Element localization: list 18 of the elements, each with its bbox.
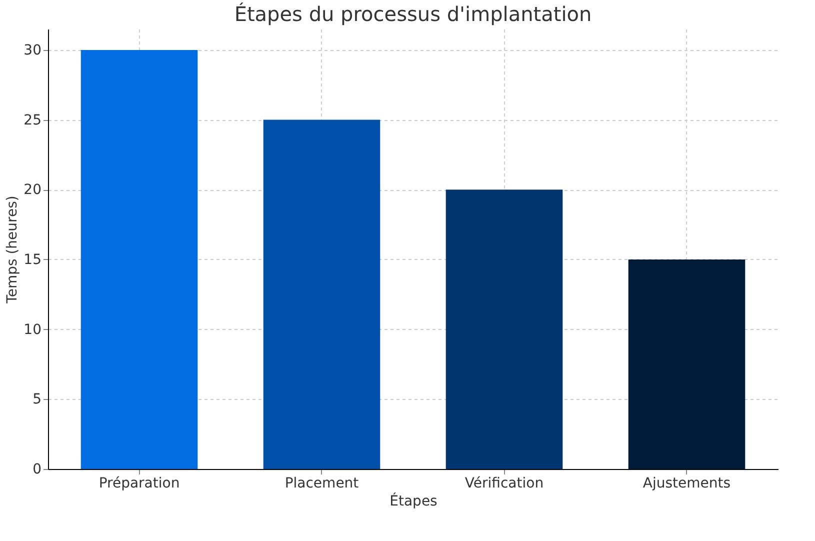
x-tick-label: Placement	[284, 476, 360, 492]
y-axis-title: Temps (heures)	[4, 196, 21, 304]
bar	[446, 190, 563, 469]
y-tick-label: 0	[32, 462, 42, 478]
y-tick-label: 15	[24, 252, 42, 268]
x-tick-label: Vérification	[464, 476, 544, 492]
y-tick-label: 20	[24, 182, 42, 198]
y-tick-label: 25	[24, 112, 42, 128]
x-axis-title: Étapes	[390, 492, 438, 510]
y-tick-label: 10	[24, 322, 42, 338]
bar	[628, 259, 746, 469]
x-tick-label: Ajustements	[642, 476, 731, 492]
y-tick-label: 30	[24, 42, 42, 58]
x-tick-label: Préparation	[98, 476, 180, 492]
chart-title: Étapes du processus d'implantation	[234, 2, 592, 26]
y-tick-label: 5	[32, 392, 42, 408]
bar	[80, 50, 198, 469]
bar	[263, 120, 380, 469]
